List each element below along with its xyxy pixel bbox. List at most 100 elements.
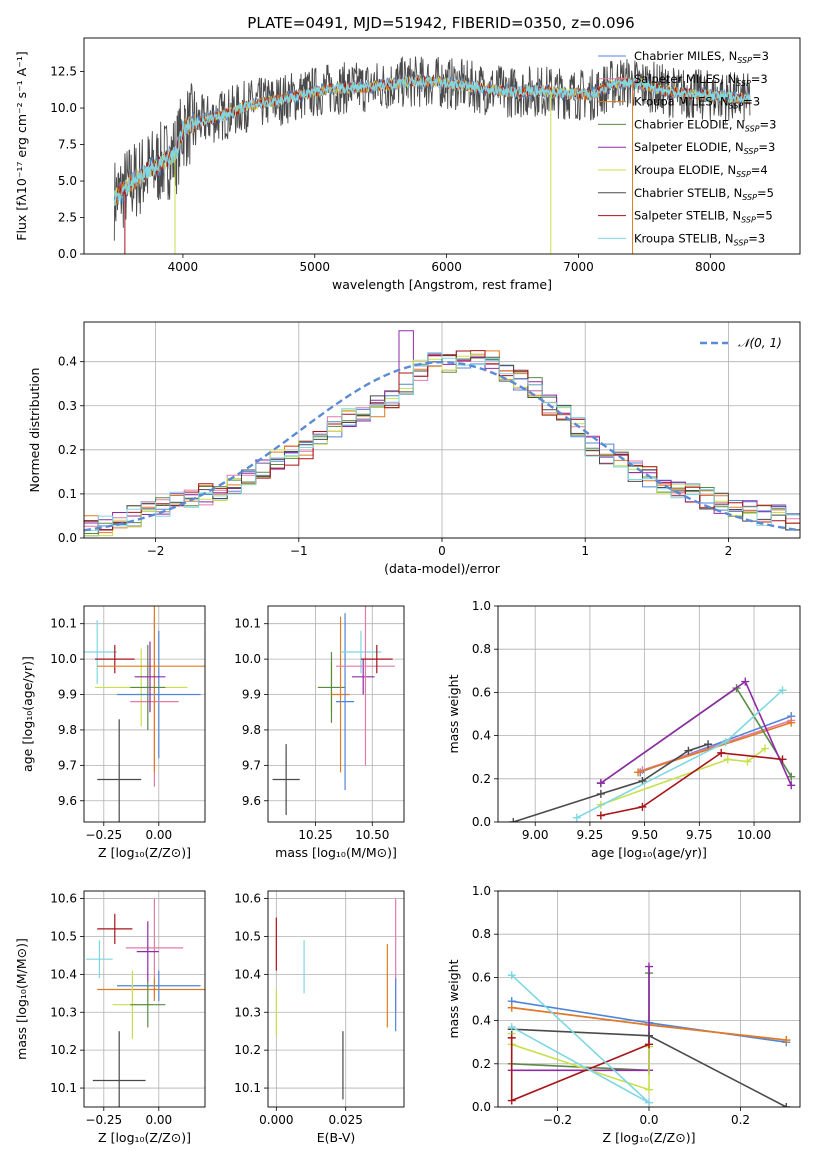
- series-line-salpeter-stelib: [600, 752, 783, 817]
- series-line-chabrier-stelib: [513, 743, 709, 822]
- figure-title: PLATE=0491, MJD=51942, FIBERID=0350, z=0…: [247, 14, 634, 32]
- y-tick-label: 0.2: [472, 1057, 491, 1071]
- y-tick-label: 9.9: [58, 688, 77, 702]
- x-tick-label: 0.025: [329, 1113, 363, 1127]
- y-tick-label: 0.0: [58, 247, 77, 261]
- y-tick-label: 10.0: [234, 652, 261, 666]
- spectrum-frame: [83, 37, 801, 255]
- series-point-salpeter-stelib: [778, 755, 787, 764]
- x-tick-label: 5000: [299, 260, 330, 274]
- series-point-kroupa-elodie: [645, 1085, 653, 1094]
- y-tick-label: 0.8: [472, 927, 491, 941]
- y-tick-label: 9.6: [242, 794, 261, 808]
- series-point-salpeter-stelib: [596, 811, 605, 820]
- legend-label-chabrier-miles: Chabrier MILES, NSSP=3: [634, 49, 769, 65]
- x-tick-label: 10.25: [298, 828, 332, 842]
- y-tick-label: 0.2: [472, 772, 491, 786]
- y-tick-label: 12.5: [50, 65, 77, 79]
- series-point-kroupa-stelib: [645, 1098, 653, 1107]
- x-tick-label: 0.2: [731, 1113, 750, 1127]
- y-tick-label: 5.0: [58, 174, 77, 188]
- x-axis-label: Z [log₁₀(Z/Z⊙)]: [603, 1130, 696, 1145]
- y-tick-label: 0.0: [472, 815, 491, 829]
- x-tick-label: −0.2: [543, 1113, 572, 1127]
- mass_vs_Z-panel: −0.25 0.00 10.1 10.2 10.3 10.4 10.5 10.6 Z [log₁…: [14, 890, 206, 1145]
- series-point-kroupa-stelib: [507, 971, 516, 980]
- y-tick-label: 10.5: [234, 929, 261, 943]
- series-point-chabrier-stelib: [509, 818, 518, 822]
- x-tick-label: 10.50: [355, 828, 389, 842]
- series-line-kroupa-elodie: [600, 747, 766, 806]
- legend-label-kroupa-stelib: Kroupa STELIB, NSSP=3: [634, 231, 765, 247]
- y-tick-label: 10.1: [234, 1081, 261, 1095]
- residuals-panel: −2 −1 0 1 2 0.0 0.1 0.2 0.3 0.4 (data-model)/error…: [27, 321, 801, 576]
- mass_vs_Z-plot-area: [86, 898, 205, 1107]
- y-tick-label: 10.4: [234, 967, 261, 981]
- series-line-kroupa-elodie: [510, 1033, 650, 1091]
- y-tick-label: 7.5: [58, 138, 77, 152]
- spectrum-panel: 4000 5000 6000 7000 8000 0.0 2.5 5.0 7.5 10.0 12.5…: [14, 37, 801, 292]
- y-tick-label: 1.0: [472, 884, 491, 898]
- legend-label-chabrier-elodie: Chabrier ELODIE, NSSP=3: [634, 117, 776, 133]
- mass_vs_Z-frame: [83, 890, 206, 1108]
- age_vs_Z-panel: −0.25 0.00 9.6 9.7 9.8 9.9 10.0 10.1 Z [log₁₀(Z/…: [20, 605, 206, 860]
- x-axis-label: age [log₁₀(age/yr)]: [591, 845, 707, 860]
- series-point-kroupa-miles: [634, 768, 643, 777]
- series-line-kroupa-stelib: [511, 974, 650, 1104]
- legend-label-chabrier-stelib: Chabrier STELIB, NSSP=5: [634, 186, 774, 202]
- x-tick-label: 2: [725, 544, 733, 558]
- series-point-kroupa-stelib: [507, 1023, 516, 1032]
- y-tick-label: 10.5: [50, 929, 77, 943]
- series-point-salpeter-stelib: [717, 748, 726, 757]
- series-line-kroupa-stelib: [576, 689, 784, 819]
- y-tick-label: 10.1: [50, 1081, 77, 1095]
- legend-label-salpeter-miles: Salpeter MILES, NSSP=3: [634, 72, 768, 88]
- y-tick-label: 0.4: [472, 729, 491, 743]
- normal-curve: [84, 360, 800, 532]
- age_vs_mass-frame: [267, 605, 405, 823]
- age_vs_Z-plot-area: [84, 606, 205, 822]
- y-tick-label: 0.0: [58, 531, 77, 545]
- series-point-kroupa-miles: [507, 1003, 516, 1012]
- series-point-salpeter-stelib: [507, 1033, 516, 1042]
- massweight_vs_age-grid: [498, 605, 800, 823]
- age_vs_mass-plot-area: [272, 606, 395, 815]
- spectrum-plot-area: [113, 56, 751, 254]
- x-tick-label: 9.50: [631, 828, 658, 842]
- massweight_vs_age-frame: [497, 605, 801, 823]
- mass_vs_ebv-plot-area: [275, 898, 397, 1100]
- series-point-kroupa-stelib: [778, 686, 787, 695]
- x-tick-label: 6000: [431, 260, 462, 274]
- series-point-salpeter-elodie: [741, 677, 750, 686]
- series-point-kroupa-elodie: [723, 755, 732, 764]
- series-point-kroupa-miles: [787, 718, 796, 727]
- y-tick-label: 0.4: [58, 355, 77, 369]
- age_vs_mass-panel: 10.25 10.50 9.6 9.7 9.8 9.9 10.0 10.1 mass [log₁…: [234, 605, 405, 860]
- series-point-salpeter-stelib: [645, 1040, 653, 1049]
- y-tick-label: 0.1: [58, 487, 77, 501]
- age_vs_Z-grid: [84, 606, 205, 822]
- y-axis-label: Flux [fλ10⁻¹⁷ erg cm⁻² s⁻¹ A⁻¹]: [14, 51, 29, 240]
- massweight_vs_age-plot-area: [509, 677, 796, 822]
- x-axis-label: wavelength [Angstrom, rest frame]: [332, 277, 552, 292]
- x-tick-label: 10.00: [737, 828, 771, 842]
- x-tick-label: 7000: [563, 260, 594, 274]
- y-tick-label: 0.0: [472, 1100, 491, 1114]
- x-tick-label: −1: [290, 544, 308, 558]
- x-axis-label: Z [log₁₀(Z/Z⊙)]: [98, 845, 191, 860]
- series-point-chabrier-stelib: [596, 789, 605, 798]
- x-axis-label: (data-model)/error: [384, 561, 501, 576]
- age_vs_mass-grid: [268, 606, 404, 822]
- x-tick-label: −0.25: [85, 828, 122, 842]
- y-tick-label: 10.6: [234, 892, 261, 906]
- legend-label-salpeter-stelib: Salpeter STELIB, NSSP=5: [634, 209, 773, 225]
- spectrum-legend: Chabrier MILES, NSSP=3 Salpeter MILES, NS…: [598, 49, 776, 247]
- x-tick-label: 1: [581, 544, 589, 558]
- histogram-kroupa-elodie: [84, 354, 800, 537]
- spectrum-line-chabrier-stelib: [113, 56, 751, 241]
- x-tick-label: 0.0: [639, 1113, 658, 1127]
- series-point-chabrier-stelib: [782, 1103, 791, 1107]
- y-tick-label: 9.6: [58, 794, 77, 808]
- y-tick-label: 0.3: [58, 399, 77, 413]
